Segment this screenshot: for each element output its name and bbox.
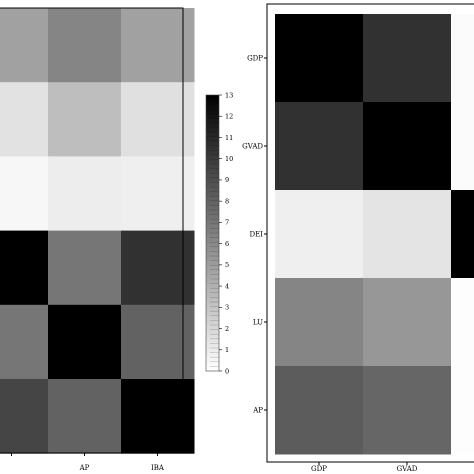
left-x-tick-label: AP — [79, 464, 90, 472]
right-x-tick-label: GDP — [311, 465, 327, 473]
colorbar-tick-label: 1 — [225, 346, 229, 354]
right-y-tick-label: DEI — [250, 231, 264, 239]
left-cell-r4-c1 — [48, 304, 122, 380]
right-cell-r2-c0 — [275, 190, 364, 279]
colorbar-tick-label: 8 — [225, 197, 229, 205]
right-cell-r4-c1 — [363, 366, 452, 455]
right-cell-r0-c2 — [451, 14, 474, 103]
left-heatmap-frame — [0, 7, 184, 454]
right-cell-r3-c0 — [275, 278, 364, 367]
right-heatmap-frame — [266, 3, 474, 463]
colorbar-tick-label: 13 — [225, 91, 233, 99]
right-y-tick-label: LU — [253, 319, 263, 327]
left-cell-r4-c2 — [121, 304, 195, 380]
right-cell-r1-c2 — [451, 102, 474, 191]
right-y-tick-label: AP — [252, 407, 263, 415]
left-cell-r5-c1 — [48, 379, 122, 454]
colorbar-gradient — [205, 94, 220, 372]
left-heatmap: AP IBA — [0, 7, 195, 472]
colorbar-tick-label: 7 — [225, 219, 229, 227]
left-cell-r2-c0 — [0, 156, 49, 232]
left-cell-r0-c0 — [0, 8, 49, 83]
right-cell-r2-c1 — [363, 190, 452, 279]
left-cell-r4-c0 — [0, 304, 49, 380]
right-x-tick-label: GVAD — [397, 465, 418, 473]
colorbar-tick-label: 4 — [225, 282, 229, 290]
left-cell-r3-c2 — [121, 230, 195, 306]
left-cell-r5-c0 — [0, 379, 49, 454]
right-cell-r1-c1 — [363, 102, 452, 191]
left-cell-r0-c1 — [48, 8, 122, 83]
left-cell-r0-c2 — [121, 8, 195, 83]
right-y-tick-label: GDP — [247, 55, 263, 63]
right-cell-r4-c0 — [275, 366, 364, 455]
left-cell-r2-c2 — [121, 156, 195, 232]
colorbar-tick-label: 12 — [225, 113, 233, 121]
left-cell-r1-c1 — [48, 82, 122, 157]
right-cell-r3-c1 — [363, 278, 452, 367]
left-cell-r1-c0 — [0, 82, 49, 157]
colorbar-tick-label: 2 — [225, 325, 229, 333]
right-y-tick-label: GVAD — [242, 143, 263, 151]
colorbar-tick-label: 5 — [225, 261, 229, 269]
right-cell-r2-c2 — [451, 190, 474, 279]
left-cell-r3-c0 — [0, 230, 49, 306]
colorbar-tick-label: 0 — [225, 367, 229, 375]
right-heatmap: GDP GVAD DEI LU AP GDP GVAD — [242, 3, 474, 473]
colorbar-tick-label: 3 — [225, 304, 229, 312]
left-cell-r2-c1 — [48, 156, 122, 232]
left-cell-r1-c2 — [121, 82, 195, 157]
right-cell-r1-c0 — [275, 102, 364, 191]
colorbar-tick-label: 11 — [225, 134, 233, 142]
right-cell-r4-c2 — [451, 366, 474, 455]
colorbar-tick-label: 6 — [225, 240, 229, 248]
left-cell-r5-c2 — [121, 379, 195, 454]
right-cell-r0-c0 — [275, 14, 364, 103]
colorbar-tick-label: 9 — [225, 176, 229, 184]
right-cell-r0-c1 — [363, 14, 452, 103]
colorbar-tick-label: 10 — [225, 155, 233, 163]
left-cell-r3-c1 — [48, 230, 122, 306]
right-cell-r3-c2 — [451, 278, 474, 367]
left-x-tick-label: IBA — [151, 464, 165, 472]
